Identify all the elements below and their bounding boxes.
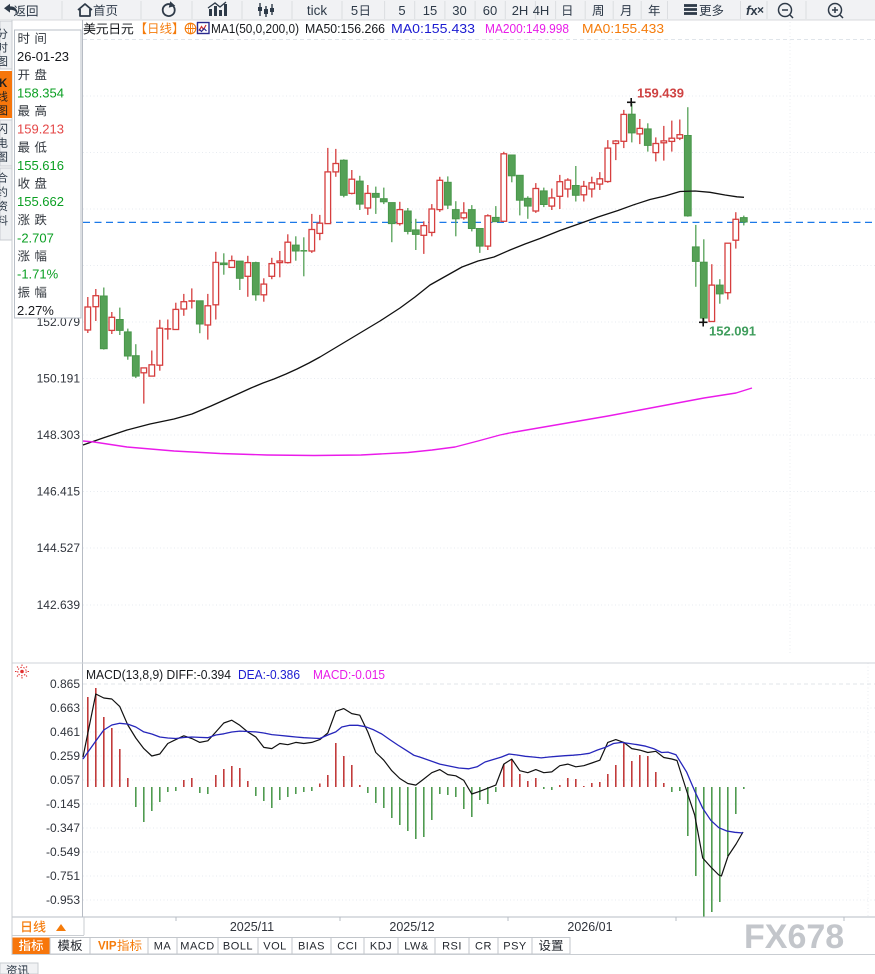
svg-text:155.616: 155.616 <box>17 158 64 173</box>
svg-text:-1.71%: -1.71% <box>17 267 59 282</box>
svg-text:MACD: MACD <box>180 941 214 953</box>
svg-text:FX678: FX678 <box>744 918 844 956</box>
svg-text:30: 30 <box>452 3 466 18</box>
svg-text:2025/12: 2025/12 <box>389 920 434 934</box>
svg-text:MA: MA <box>154 941 172 953</box>
svg-text:0.865: 0.865 <box>50 677 80 691</box>
svg-text:4H: 4H <box>533 3 550 18</box>
svg-text:K: K <box>0 78 8 90</box>
svg-text:0.461: 0.461 <box>50 725 80 739</box>
svg-text:2025/11: 2025/11 <box>230 920 274 934</box>
svg-text:VOL: VOL <box>263 941 287 953</box>
svg-text:MACD:-0.015: MACD:-0.015 <box>313 668 385 682</box>
svg-text:5: 5 <box>398 3 405 18</box>
svg-text:144.527: 144.527 <box>37 541 81 555</box>
svg-text:26-01-23: 26-01-23 <box>17 49 69 64</box>
svg-text:-0.751: -0.751 <box>46 869 80 883</box>
svg-text:152.091: 152.091 <box>709 324 756 339</box>
svg-text:KDJ: KDJ <box>370 941 392 953</box>
svg-text:2.27%: 2.27% <box>17 303 54 318</box>
svg-text:tick: tick <box>307 3 328 18</box>
svg-text:-0.145: -0.145 <box>46 797 80 811</box>
svg-text:0.057: 0.057 <box>50 773 80 787</box>
svg-text:148.303: 148.303 <box>37 428 81 442</box>
svg-text:2026/01: 2026/01 <box>567 920 612 934</box>
svg-text:-0.549: -0.549 <box>46 845 80 859</box>
svg-text:fx: fx <box>746 3 758 18</box>
svg-text:-0.347: -0.347 <box>46 821 80 835</box>
svg-text:0.259: 0.259 <box>50 749 80 763</box>
svg-text:VIP: VIP <box>98 941 117 953</box>
svg-text:142.639: 142.639 <box>37 598 81 612</box>
svg-text:-2.707: -2.707 <box>17 230 54 245</box>
svg-text:BOLL: BOLL <box>223 941 253 953</box>
svg-text:0.663: 0.663 <box>50 701 80 715</box>
svg-text:152.079: 152.079 <box>37 315 81 329</box>
svg-text:CCI: CCI <box>337 941 357 953</box>
svg-text:-0.953: -0.953 <box>46 893 80 907</box>
svg-text:146.415: 146.415 <box>37 485 81 499</box>
svg-text:15: 15 <box>423 3 437 18</box>
svg-text:DEA:-0.386: DEA:-0.386 <box>238 668 300 682</box>
svg-text:CR: CR <box>475 941 492 953</box>
svg-text:159.439: 159.439 <box>637 86 684 101</box>
svg-text:PSY: PSY <box>503 941 527 953</box>
svg-text:2H: 2H <box>512 3 529 18</box>
svg-text:MA50:156.266: MA50:156.266 <box>305 22 385 36</box>
svg-text:MA0:155.433: MA0:155.433 <box>391 22 475 36</box>
svg-text:150.191: 150.191 <box>37 372 81 386</box>
svg-text:155.662: 155.662 <box>17 194 64 209</box>
svg-text:159.213: 159.213 <box>17 122 64 137</box>
svg-text:158.354: 158.354 <box>17 85 64 100</box>
svg-text:MA200:149.998: MA200:149.998 <box>485 22 569 36</box>
svg-text:5: 5 <box>351 3 358 18</box>
svg-text:×: × <box>757 3 764 17</box>
svg-text:60: 60 <box>483 3 497 18</box>
svg-text:RSI: RSI <box>442 941 462 953</box>
svg-text:BIAS: BIAS <box>298 941 325 953</box>
svg-text:MA1(50,0,200,0): MA1(50,0,200,0) <box>211 22 299 36</box>
svg-text:LW&: LW& <box>404 941 429 953</box>
svg-text:MACD(13,8,9) DIFF:-0.394: MACD(13,8,9) DIFF:-0.394 <box>86 668 231 682</box>
svg-text:MA0:155.433: MA0:155.433 <box>582 22 664 36</box>
